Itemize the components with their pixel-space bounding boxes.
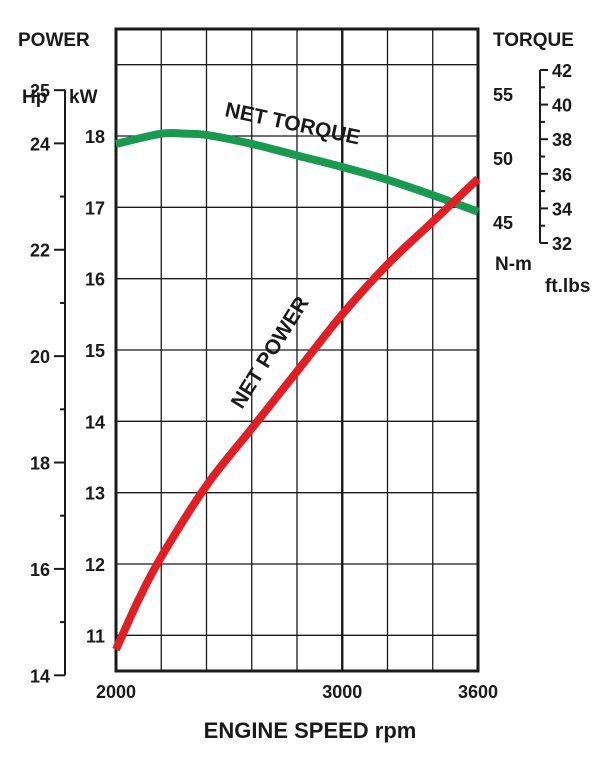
kw-tick-label: 16 <box>85 270 105 290</box>
ftlbs-unit-label: ft.lbs <box>545 276 590 297</box>
kw-axis: 11 12 13 14 15 16 17 18 <box>85 127 105 646</box>
x-axis-title: ENGINE SPEED rpm <box>204 718 417 743</box>
hp-axis: 14 16 18 20 22 24 25 <box>30 81 66 686</box>
kw-tick-label: 13 <box>85 484 105 504</box>
net-power-label: NET POWER <box>227 293 314 413</box>
nm-tick-label: 45 <box>493 213 513 233</box>
kw-tick-label: 12 <box>85 555 105 575</box>
hp-tick-label: 22 <box>30 241 50 261</box>
x-axis: 2000 3000 3600 <box>96 682 498 702</box>
kw-tick-label: 17 <box>85 198 105 218</box>
kw-tick-label: 18 <box>85 127 105 147</box>
x-tick-label: 2000 <box>96 682 136 702</box>
ftlbs-tick-label: 42 <box>552 61 572 81</box>
hp-tick-label: 18 <box>30 454 50 474</box>
ftlbs-tick-label: 40 <box>552 96 572 116</box>
ftlbs-tick-label: 34 <box>552 199 572 219</box>
ftlbs-tick-label: 36 <box>552 165 572 185</box>
nm-unit-label: N-m <box>495 254 532 275</box>
hp-tick-label: 20 <box>30 347 50 367</box>
kw-tick-label: 11 <box>86 626 105 646</box>
hp-tick-label: 24 <box>30 134 50 154</box>
net-power-line <box>112 175 481 652</box>
kw-unit-label: kW <box>69 87 98 108</box>
x-tick-label: 3000 <box>322 682 362 702</box>
plot-grid <box>114 27 480 673</box>
net-torque-line <box>115 128 480 216</box>
nm-tick-label: 50 <box>493 149 513 169</box>
ftlbs-axis: 32 34 36 38 40 42 <box>539 61 572 254</box>
ftlbs-tick-label: 38 <box>552 130 572 150</box>
hp-unit-label: Hp <box>22 87 47 108</box>
hp-tick-label: 14 <box>30 666 50 686</box>
kw-tick-label: 14 <box>85 412 105 432</box>
nm-tick-label: 55 <box>493 85 513 105</box>
ftlbs-tick-label: 32 <box>552 234 572 254</box>
nm-axis: 45 50 55 <box>493 85 513 233</box>
kw-tick-label: 15 <box>85 341 105 361</box>
hp-tick-label: 16 <box>30 560 50 580</box>
left-axis-title: POWER <box>18 30 90 51</box>
x-tick-label: 3600 <box>458 682 498 702</box>
hp-tick-label: 25 <box>30 81 50 101</box>
right-axis-title: TORQUE <box>493 30 574 51</box>
